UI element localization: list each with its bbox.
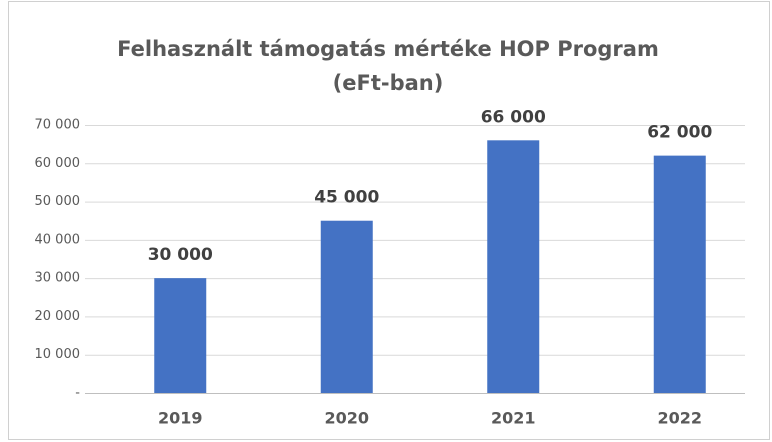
chart-border xyxy=(8,1,770,440)
y-tick-label: 30 000 xyxy=(35,271,81,286)
y-tick-label: 40 000 xyxy=(35,232,81,247)
x-tick-label: 2021 xyxy=(491,409,536,428)
y-tick-label: 50 000 xyxy=(35,194,81,209)
bar xyxy=(320,220,373,393)
data-label: 30 000 xyxy=(148,245,213,265)
bar xyxy=(653,155,706,393)
y-tick-label: 60 000 xyxy=(35,156,81,171)
data-label: 45 000 xyxy=(314,188,379,208)
data-label: 62 000 xyxy=(647,123,712,143)
chart-title: (eFt-ban) xyxy=(333,71,444,95)
y-tick-label: 20 000 xyxy=(35,309,81,324)
bar xyxy=(487,140,540,393)
y-tick-label: 10 000 xyxy=(35,347,81,362)
y-tick-label: - xyxy=(75,386,80,401)
data-label: 66 000 xyxy=(481,107,546,127)
x-tick-label: 2019 xyxy=(158,409,203,428)
y-tick-label: 70 000 xyxy=(35,118,81,133)
x-tick-label: 2022 xyxy=(657,409,702,428)
bar xyxy=(154,278,207,393)
x-tick-label: 2020 xyxy=(324,409,369,428)
chart-title: Felhasznált támogatás mértéke HOP Progra… xyxy=(117,37,659,61)
